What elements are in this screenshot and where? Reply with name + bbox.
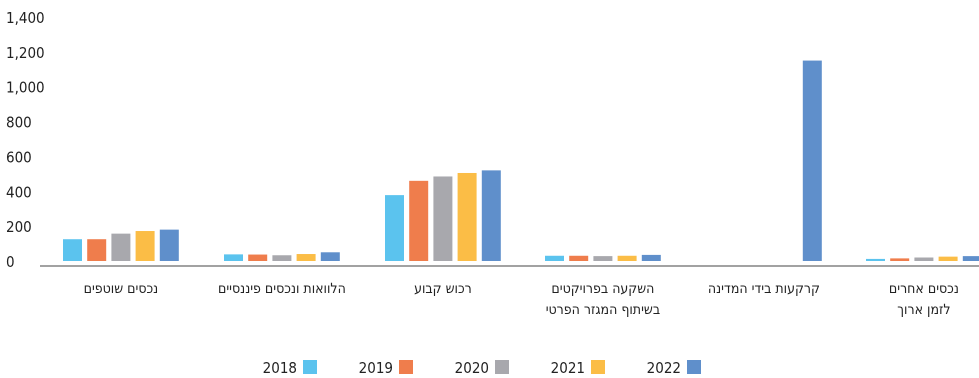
category-label: השקעה בפרויקטים: [551, 281, 654, 297]
bar-2019-5: [890, 258, 910, 261]
legend-swatch: [303, 360, 317, 374]
y-tick-label: 1,400: [6, 9, 45, 27]
bar-2018-0: [63, 239, 82, 261]
bars: [63, 60, 979, 262]
legend-label: 2021: [551, 359, 585, 377]
bar-2022-3: [641, 254, 661, 261]
legend-label: 2022: [647, 359, 681, 377]
y-tick-label: 1,000: [6, 79, 45, 97]
bar-2020-5: [914, 257, 934, 261]
bar-2022-4: [802, 60, 822, 262]
y-tick-label: 400: [6, 183, 32, 201]
category-label: נכסים אחרים: [889, 281, 959, 297]
y-axis: 1,400 1,200 1,000 800 600 400 200 0: [6, 9, 45, 271]
category-label: רכוש קבוע: [414, 281, 472, 297]
bar-2019-1: [248, 254, 268, 261]
bar-2022-1: [320, 252, 340, 261]
legend-label: 2019: [359, 359, 393, 377]
legend-label: 2018: [263, 359, 297, 377]
bar-2018-1: [224, 254, 243, 261]
bar-2022-0: [159, 229, 179, 261]
bar-2018-3: [545, 255, 564, 261]
bar-2019-3: [569, 255, 589, 261]
legend-swatch: [495, 360, 509, 374]
bar-2021-3: [617, 255, 637, 261]
bar-2020-1: [272, 255, 292, 261]
category-label: קרקעות בידי המדינה: [708, 281, 820, 297]
y-tick-label: 1,200: [6, 44, 45, 62]
y-tick-label: 200: [6, 218, 32, 236]
category-label: נכסים שוטפים: [84, 281, 159, 297]
y-tick-label: 600: [6, 148, 32, 166]
legend-swatch: [591, 360, 605, 374]
legend-label: 2020: [455, 359, 489, 377]
x-axis-categories: נכסים שוטפים הלוואות ונכסים פיננסיים רכוש …: [84, 281, 959, 318]
legend: 2018 2019 2020 2021 2022: [263, 359, 701, 377]
bar-2020-2: [433, 176, 453, 261]
y-tick-label: 800: [6, 114, 32, 132]
category-label: בשיתוף המגזר הפרטי: [546, 302, 660, 318]
bar-2022-2: [481, 170, 501, 261]
bar-2021-2: [457, 172, 477, 261]
bar-2021-5: [938, 256, 958, 261]
bar-2021-1: [296, 254, 316, 261]
bar-2022-5: [962, 256, 979, 261]
category-label: הלוואות ונכסים פיננסיים: [218, 281, 346, 297]
bar-2019-0: [87, 239, 107, 261]
bar-2018-2: [385, 195, 404, 261]
category-label: לזמן ארוך: [897, 302, 950, 318]
legend-swatch: [687, 360, 701, 374]
bar-2019-2: [409, 180, 429, 261]
bar-2021-0: [135, 231, 155, 261]
bar-2020-3: [593, 256, 613, 261]
legend-swatch: [399, 360, 413, 374]
bar-2020-0: [111, 233, 131, 261]
bar-2018-5: [866, 258, 885, 261]
y-tick-label: 0: [6, 253, 15, 271]
